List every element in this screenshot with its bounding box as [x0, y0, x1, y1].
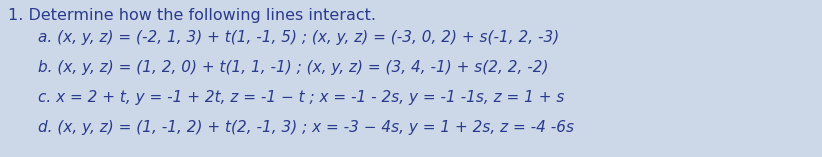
Text: a. (x, y, z) = (-2, 1, 3) + t(1, -1, 5) ; (x, y, z) = (-3, 0, 2) + s(-1, 2, -3): a. (x, y, z) = (-2, 1, 3) + t(1, -1, 5) … [38, 30, 559, 45]
Text: d. (x, y, z) = (1, -1, 2) + t(2, -1, 3) ; x = -3 − 4s, y = 1 + 2s, z = -4 -6s: d. (x, y, z) = (1, -1, 2) + t(2, -1, 3) … [38, 120, 574, 135]
Text: c. x = 2 + t, y = -1 + 2t, z = -1 − t ; x = -1 - 2s, y = -1 -1s, z = 1 + s: c. x = 2 + t, y = -1 + 2t, z = -1 − t ; … [38, 90, 565, 105]
Text: b. (x, y, z) = (1, 2, 0) + t(1, 1, -1) ; (x, y, z) = (3, 4, -1) + s(2, 2, -2): b. (x, y, z) = (1, 2, 0) + t(1, 1, -1) ;… [38, 60, 548, 75]
Text: 1. Determine how the following lines interact.: 1. Determine how the following lines int… [8, 8, 376, 23]
